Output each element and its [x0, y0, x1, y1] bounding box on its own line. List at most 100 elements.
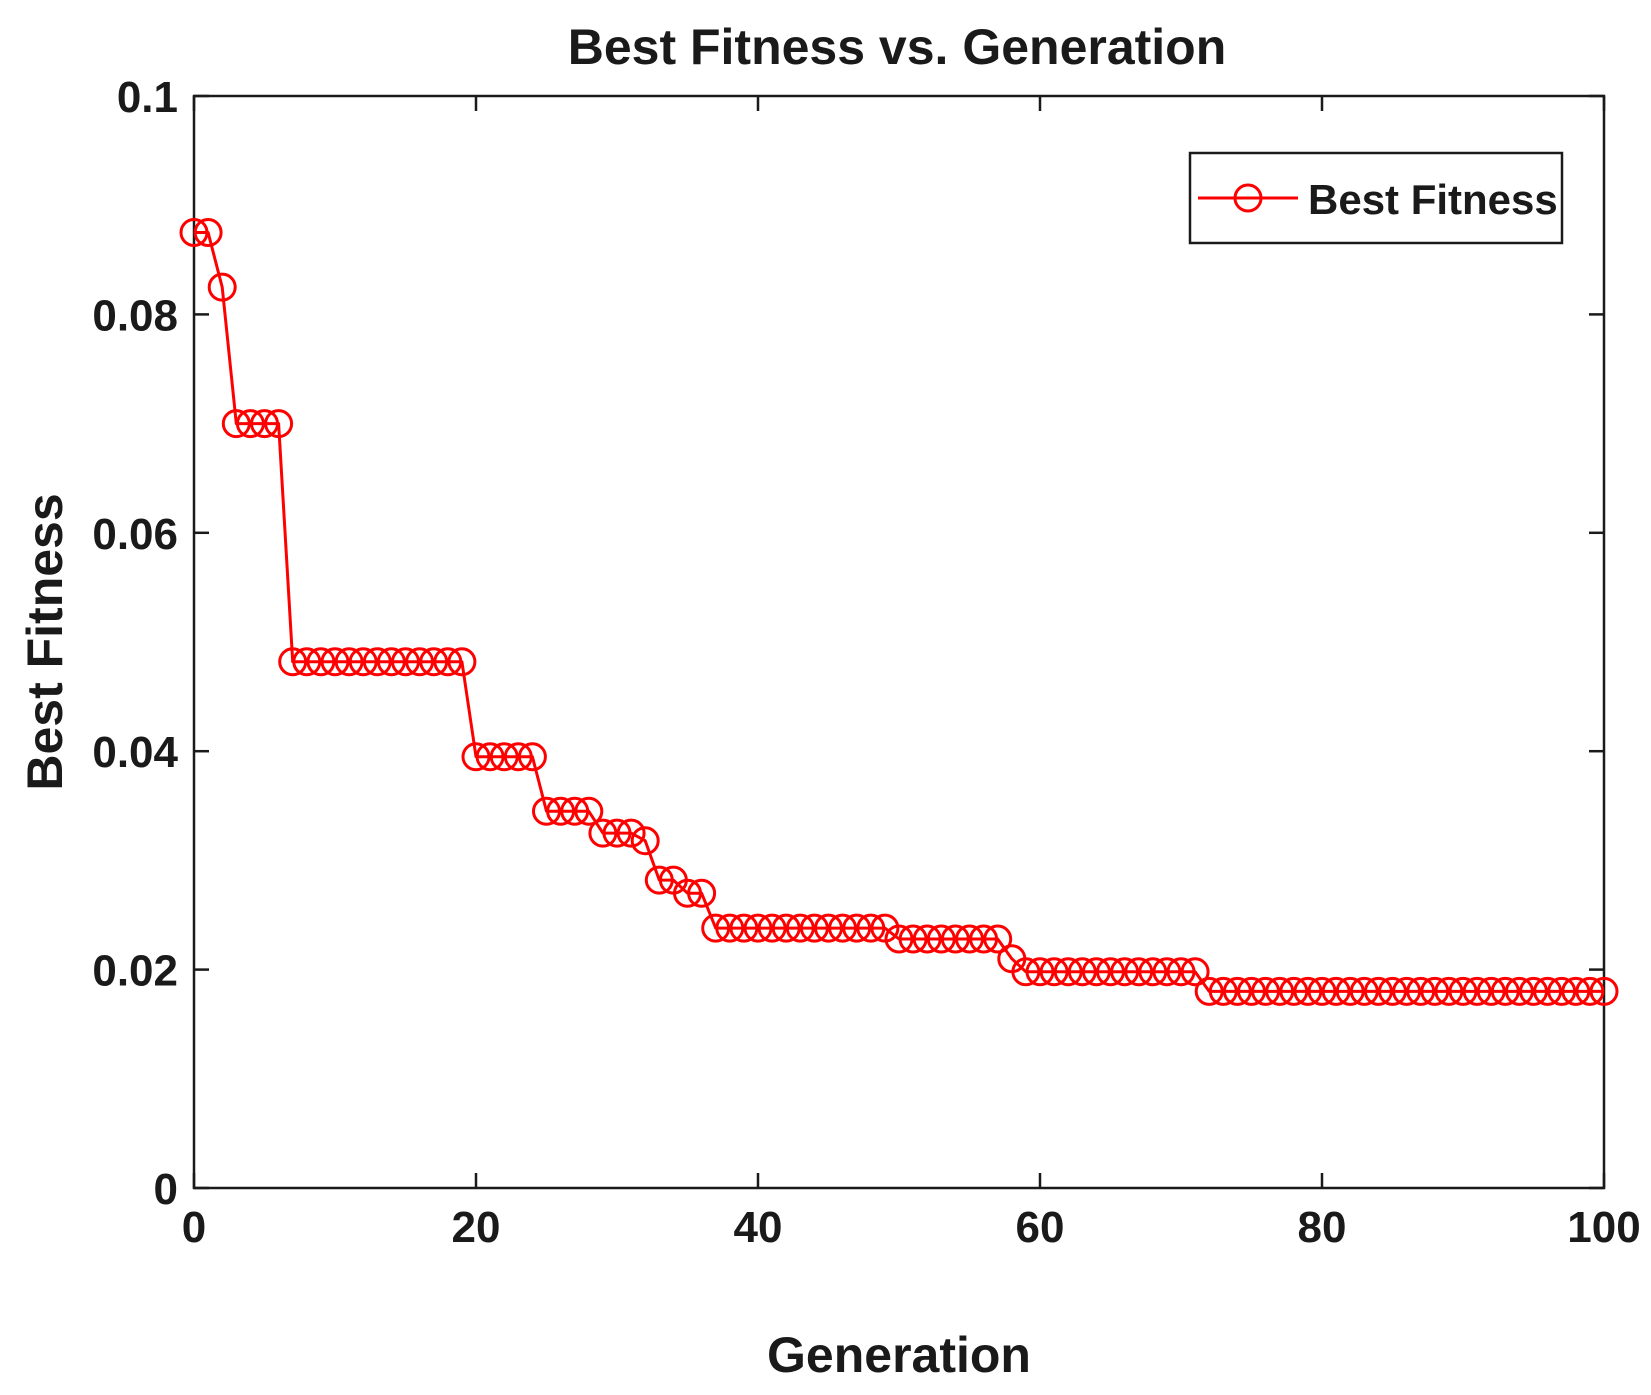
y-tick-label: 0.1 — [117, 73, 178, 122]
data-point-marker — [1081, 957, 1111, 987]
x-tick-label: 80 — [1298, 1203, 1347, 1252]
data-point-marker — [1434, 976, 1464, 1006]
legend-marker-swatch — [1233, 183, 1263, 213]
data-point-marker — [842, 913, 872, 943]
data-point-marker — [503, 742, 533, 772]
data-point-marker — [602, 818, 632, 848]
y-tick-label: 0 — [154, 1165, 178, 1214]
data-point-marker — [278, 647, 308, 677]
data-point-marker — [1392, 976, 1422, 1006]
data-point-marker — [405, 647, 435, 677]
data-point-marker — [687, 878, 717, 908]
data-point-marker — [701, 913, 731, 943]
y-tick-label: 0.02 — [92, 947, 178, 996]
data-point-marker — [785, 913, 815, 943]
legend-label: Best Fitness — [1308, 176, 1558, 223]
data-point-marker — [715, 913, 745, 943]
y-tick-label: 0.06 — [92, 510, 178, 559]
series-layer — [179, 218, 1619, 1006]
data-point-marker — [771, 913, 801, 943]
data-point-marker — [1180, 957, 1210, 987]
x-tick-label: 20 — [452, 1203, 501, 1252]
data-point-marker — [1194, 976, 1224, 1006]
data-point-marker — [1575, 976, 1605, 1006]
data-point-marker — [828, 913, 858, 943]
x-tick-label: 60 — [1016, 1203, 1065, 1252]
data-point-marker — [673, 878, 702, 908]
data-point-marker — [898, 924, 928, 954]
data-point-marker — [1138, 957, 1168, 987]
data-point-marker — [1053, 957, 1083, 987]
data-point-marker — [391, 647, 420, 677]
data-point-marker — [630, 826, 660, 856]
data-point-marker — [179, 218, 209, 247]
data-point-marker — [320, 647, 350, 677]
data-point-marker — [1025, 957, 1055, 987]
data-point-marker — [1533, 976, 1563, 1006]
data-point-marker — [1293, 976, 1323, 1006]
data-point-marker — [560, 796, 590, 826]
data-point-marker — [1561, 976, 1591, 1006]
data-point-marker — [1349, 976, 1379, 1006]
data-point-marker — [856, 913, 886, 943]
data-point-marker — [644, 865, 674, 895]
data-point-marker — [940, 924, 970, 954]
data-point-marker — [1519, 976, 1548, 1006]
data-point-marker — [461, 742, 491, 772]
data-point-marker — [1124, 957, 1154, 987]
y-tick-label: 0.08 — [92, 291, 178, 340]
data-point-marker — [306, 647, 336, 677]
data-point-marker — [1152, 957, 1182, 987]
data-point-marker — [912, 924, 942, 954]
data-point-marker — [1222, 976, 1252, 1006]
x-tick-label: 40 — [734, 1203, 783, 1252]
data-point-marker — [574, 796, 604, 826]
chart-title: Best Fitness vs. Generation — [568, 19, 1227, 75]
data-point-marker — [433, 647, 463, 677]
data-point-marker — [348, 647, 378, 677]
data-point-marker — [1279, 976, 1309, 1006]
data-point-marker — [362, 647, 392, 677]
data-point-marker — [926, 924, 956, 954]
plot-frame — [192, 94, 1606, 1190]
data-point-marker — [757, 913, 787, 943]
data-point-marker — [1039, 957, 1069, 987]
data-point-marker — [235, 409, 265, 439]
legend: Best Fitness — [1188, 151, 1564, 245]
data-point-marker — [517, 742, 547, 772]
data-point-marker — [546, 796, 576, 826]
series-line — [194, 231, 1604, 993]
data-point-marker — [1448, 976, 1478, 1006]
data-point-marker — [1462, 976, 1492, 1006]
data-point-marker — [1208, 976, 1238, 1006]
data-point-marker — [1067, 957, 1097, 987]
x-tick-label: 0 — [182, 1203, 206, 1252]
data-point-marker — [1307, 976, 1337, 1006]
data-point-marker — [292, 647, 322, 677]
x-tick-label: 100 — [1567, 1203, 1640, 1252]
data-point-marker — [814, 913, 843, 943]
data-point-marker — [532, 796, 561, 826]
data-point-marker — [1251, 976, 1281, 1006]
data-point-marker — [207, 272, 237, 302]
data-point-marker — [1504, 976, 1534, 1006]
data-point-marker — [193, 218, 223, 247]
data-point-marker — [264, 409, 294, 439]
y-axis-label: Best Fitness — [17, 493, 73, 790]
data-point-marker — [475, 742, 505, 772]
data-point-marker — [447, 647, 477, 677]
data-point-marker — [1406, 976, 1436, 1006]
data-point-marker — [1589, 976, 1619, 1006]
data-point-marker — [334, 647, 364, 677]
ticks-layer: 0 20 40 60 80 100 0 0.02 0.04 0.06 0.08 0.1 — [92, 73, 1640, 1252]
data-point-marker — [743, 913, 773, 943]
data-point-marker — [1476, 976, 1506, 1006]
data-point-marker — [1237, 976, 1266, 1006]
data-point-marker — [419, 647, 449, 677]
data-point-marker — [969, 924, 999, 954]
data-point-marker — [1547, 976, 1577, 1006]
data-point-marker — [729, 913, 759, 943]
data-point-marker — [983, 924, 1013, 954]
